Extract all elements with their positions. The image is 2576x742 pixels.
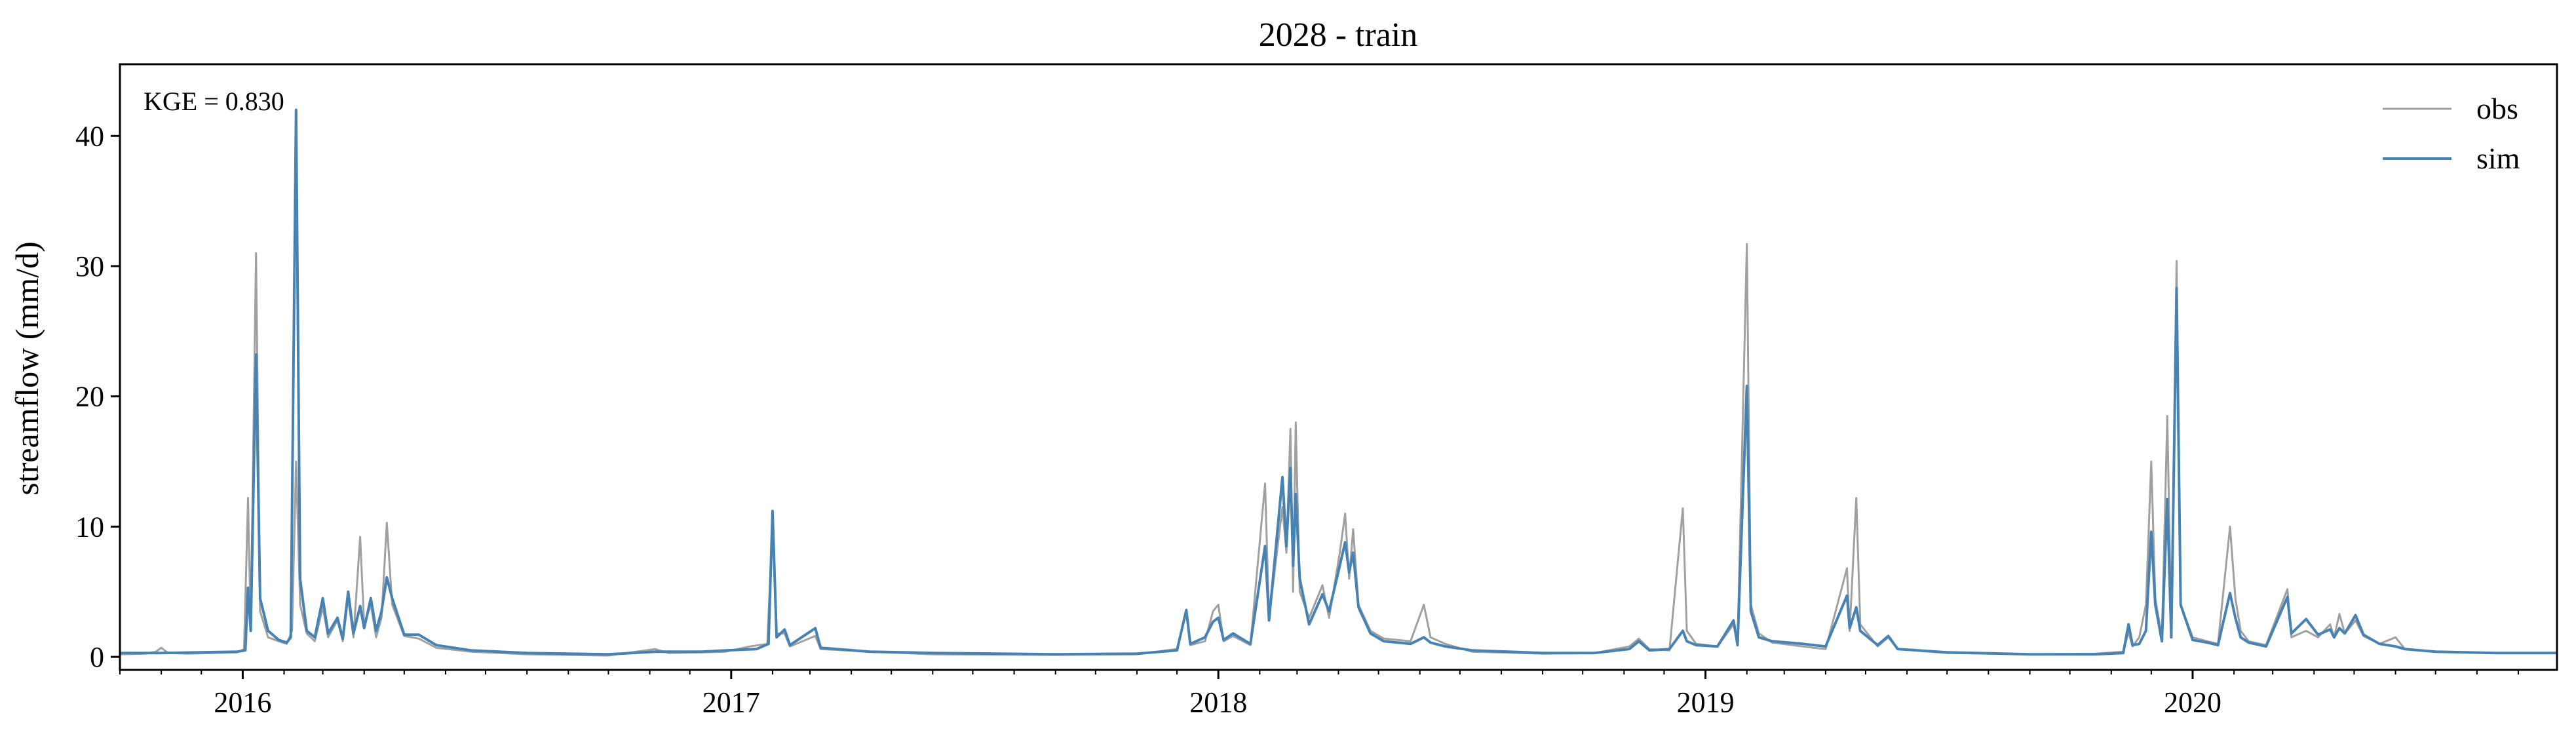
legend-label-sim: sim — [2476, 142, 2520, 175]
plot-frame — [119, 63, 2558, 671]
x-axis: 2016 2017 2018 2019 2020 — [119, 670, 2519, 718]
legend: obs sim — [2383, 92, 2520, 175]
x-tick-label: 2017 — [702, 686, 760, 718]
series-line-obs — [120, 243, 2557, 657]
y-axis-label: streamflow (mm/d) — [9, 241, 45, 495]
x-tick-label: 2018 — [1189, 686, 1247, 718]
y-axis: 0 10 20 30 40 — [75, 120, 120, 673]
x-tick-label: 2016 — [214, 686, 271, 718]
y-tick-label: 40 — [75, 120, 104, 152]
x-tick-label: 2020 — [2164, 686, 2221, 718]
y-tick-label: 10 — [75, 511, 104, 543]
series-line-sim — [120, 108, 2557, 656]
plot-series-group — [120, 108, 2557, 657]
y-tick-label: 20 — [75, 381, 104, 413]
kge-annotation: KGE = 0.830 — [144, 87, 284, 116]
legend-label-obs: obs — [2476, 92, 2518, 125]
chart-title: 2028 - train — [1259, 16, 1418, 54]
y-tick-label: 0 — [90, 641, 104, 673]
y-tick-label: 30 — [75, 250, 104, 283]
x-tick-label: 2019 — [1677, 686, 1735, 718]
